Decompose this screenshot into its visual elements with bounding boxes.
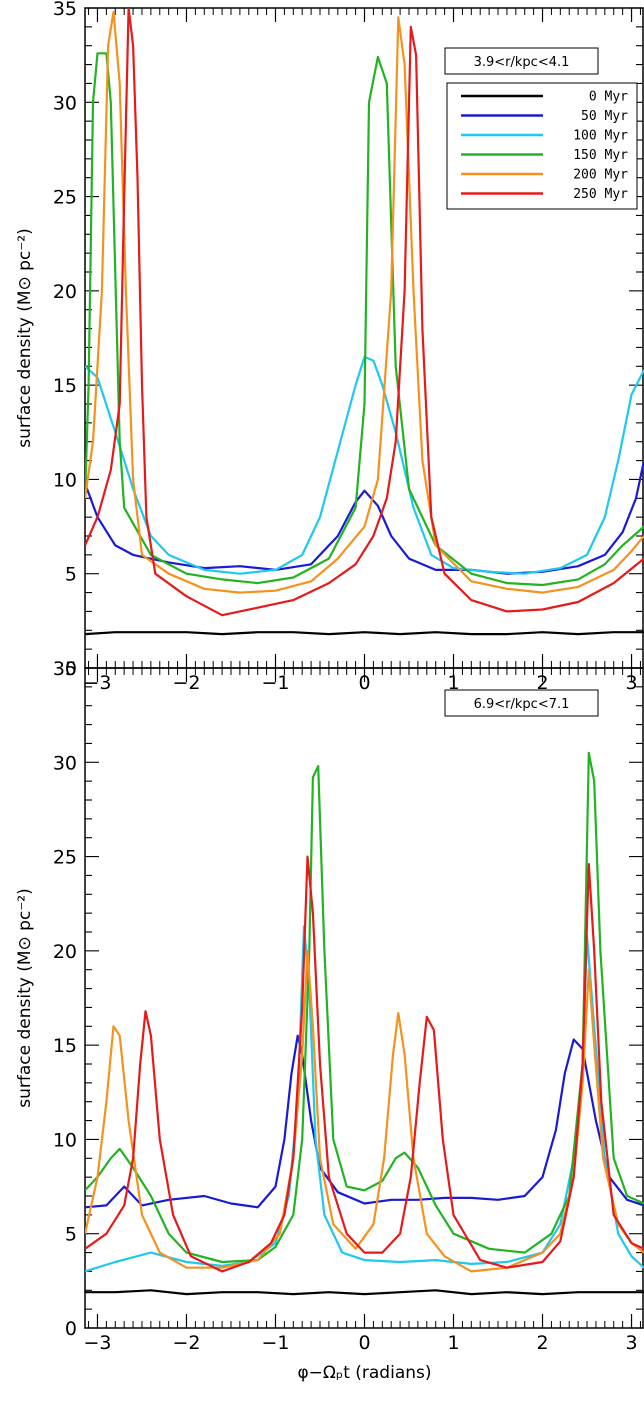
- series-line: [85, 1034, 644, 1209]
- y-axis-title: surface density (M⊙ pc⁻²): [15, 888, 35, 1107]
- x-tick-label: 2: [536, 1332, 548, 1354]
- legend-label: 200 Myr: [573, 168, 628, 183]
- legend-label: 0 Myr: [589, 90, 628, 105]
- y-tick-label: 0: [65, 658, 77, 680]
- x-tick-label: 3: [625, 1332, 637, 1354]
- y-tick-label: 5: [65, 564, 77, 586]
- y-tick-label: 35: [53, 0, 77, 20]
- x-ticks: [88, 8, 641, 668]
- x-tick-label: 0: [358, 672, 370, 694]
- x-tick-label: 3: [625, 672, 637, 694]
- series-line: [85, 355, 644, 575]
- y-ticks: [85, 667, 643, 1329]
- y-tick-label: 5: [65, 1224, 77, 1246]
- panel-label: 6.9<r/kpc<7.1: [474, 697, 570, 712]
- legend-label: 250 Myr: [573, 187, 628, 202]
- x-ticks: [88, 668, 641, 1328]
- x-tick-label: 1: [447, 1332, 459, 1354]
- series-line: [85, 631, 644, 636]
- x-tick-label: −2: [172, 1332, 200, 1354]
- x-tick-label: −3: [83, 1332, 111, 1354]
- x-tick-label: −1: [261, 672, 289, 694]
- data-lines: [85, 8, 644, 636]
- y-tick-label: 0: [65, 1318, 77, 1340]
- legend-label: 50 Myr: [581, 109, 628, 124]
- x-tick-label: −1: [261, 1332, 289, 1354]
- series-line: [85, 855, 644, 1273]
- y-tick-label: 35: [53, 658, 77, 680]
- y-tick-label: 15: [53, 1035, 77, 1057]
- panel-1: 0 5 10 15 20 25 30 35 −3 −2 −1 0 1 2 3 surface density …: [15, 0, 644, 694]
- series-line: [85, 460, 644, 575]
- series-line: [85, 52, 644, 587]
- legend-label: 150 Myr: [573, 148, 628, 163]
- data-lines: [85, 751, 644, 1296]
- x-tick-label: 2: [536, 672, 548, 694]
- panel-label-box: [444, 47, 599, 75]
- x-tick-label: 1: [447, 672, 459, 694]
- x-tick-label: −2: [172, 672, 200, 694]
- panel-label-box: [444, 689, 599, 717]
- legend-box: [446, 82, 638, 210]
- y-tick-label: 15: [53, 375, 77, 397]
- y-tick-label: 20: [53, 941, 77, 963]
- x-tick-label: −3: [83, 672, 111, 694]
- y-axis-title: surface density (M⊙ pc⁻²): [15, 228, 35, 447]
- x-tick-label: 0: [358, 1332, 370, 1354]
- y-tick-label: 30: [53, 752, 77, 774]
- series-line: [85, 10, 644, 594]
- legend: 0 Myr 50 Myr 100 Myr 150 Myr 200 Myr 250 Myr: [446, 82, 638, 210]
- x-axis-title: φ−Ωₚt (radians): [297, 1363, 431, 1383]
- series-line: [85, 8, 644, 617]
- plot-frame: [84, 667, 644, 1329]
- y-tick-label: 10: [53, 1129, 77, 1151]
- y-tick-label: 10: [53, 469, 77, 491]
- y-tick-label: 20: [53, 281, 77, 303]
- y-tick-label: 25: [53, 187, 77, 209]
- y-tick-label: 25: [53, 847, 77, 869]
- panel-label: 3.9<r/kpc<4.1: [474, 55, 570, 70]
- y-tick-label: 30: [53, 92, 77, 114]
- legend-label: 100 Myr: [573, 129, 628, 144]
- series-line: [85, 1289, 644, 1296]
